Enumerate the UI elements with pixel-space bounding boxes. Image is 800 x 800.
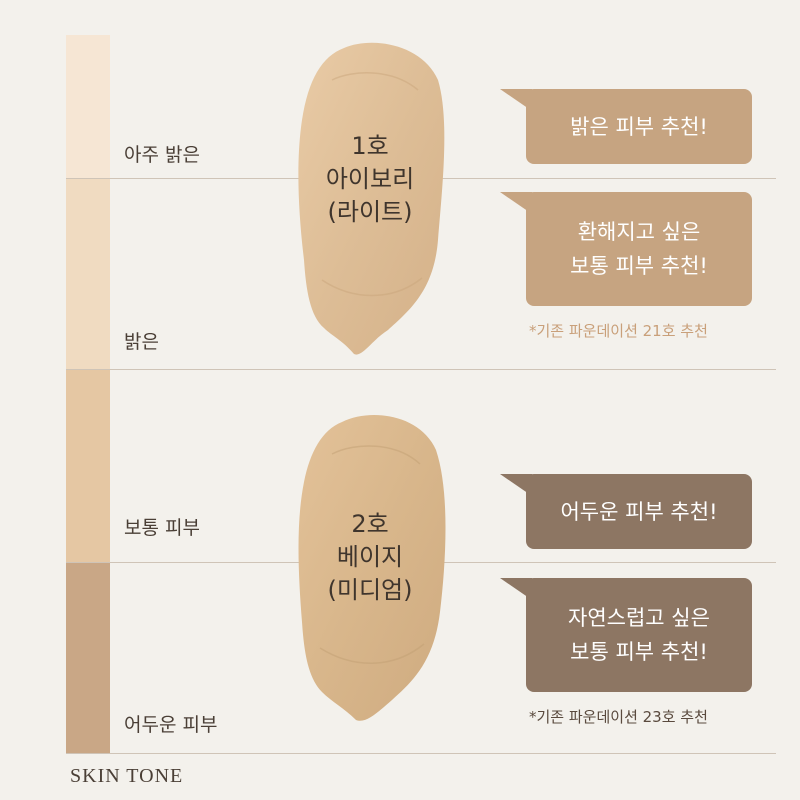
tone-swatch-light <box>66 178 110 369</box>
tone-swatch-dark <box>66 562 110 753</box>
divider <box>66 369 776 370</box>
shade-swatch-beige <box>298 415 446 721</box>
shade-label-2: 2호 베이지 (미디엄) <box>292 508 448 607</box>
bubble-line: 어두운 피부 추천! <box>560 499 718 524</box>
tone-label-dark: 어두운 피부 <box>124 714 218 736</box>
bubble-line: 밝은 피부 추천! <box>570 114 708 139</box>
tone-label-medium: 보통 피부 <box>124 517 200 539</box>
brand-title: SKIN TONE <box>70 765 184 787</box>
shade-number: 1호 <box>351 132 389 160</box>
foundation-note-23: *기존 파운데이션 23호 추천 <box>529 708 708 726</box>
foundation-note-21: *기존 파운데이션 21호 추천 <box>529 322 708 340</box>
recommend-bubble: 밝은 피부 추천! <box>500 89 752 164</box>
shade-name: 베이지 <box>336 543 404 571</box>
shade-label-1: 1호 아이보리 (라이트) <box>292 130 448 229</box>
bubble-line: 자연스럽고 싶은 <box>568 606 710 630</box>
recommend-bubble: 어두운 피부 추천! <box>500 474 752 549</box>
recommend-bubble: 환해지고 싶은 보통 피부 추천! <box>500 192 752 306</box>
tone-swatch-medium <box>66 369 110 562</box>
shade-sub: (미디엄) <box>327 576 413 604</box>
divider <box>66 753 776 754</box>
tone-label-light: 밝은 <box>124 331 159 353</box>
tone-swatch-very-light <box>66 35 110 178</box>
bubble-line: 보통 피부 추천! <box>570 254 708 278</box>
shade-number: 2호 <box>351 510 389 538</box>
shade-sub: (라이트) <box>327 198 413 226</box>
bubble-line: 환해지고 싶은 <box>577 220 701 244</box>
shade-name: 아이보리 <box>325 165 415 193</box>
recommend-bubble: 자연스럽고 싶은 보통 피부 추천! <box>500 578 752 692</box>
shade-swatch-ivory <box>298 42 445 355</box>
bubble-line: 보통 피부 추천! <box>570 640 708 664</box>
tone-label-very-light: 아주 밝은 <box>124 144 200 166</box>
